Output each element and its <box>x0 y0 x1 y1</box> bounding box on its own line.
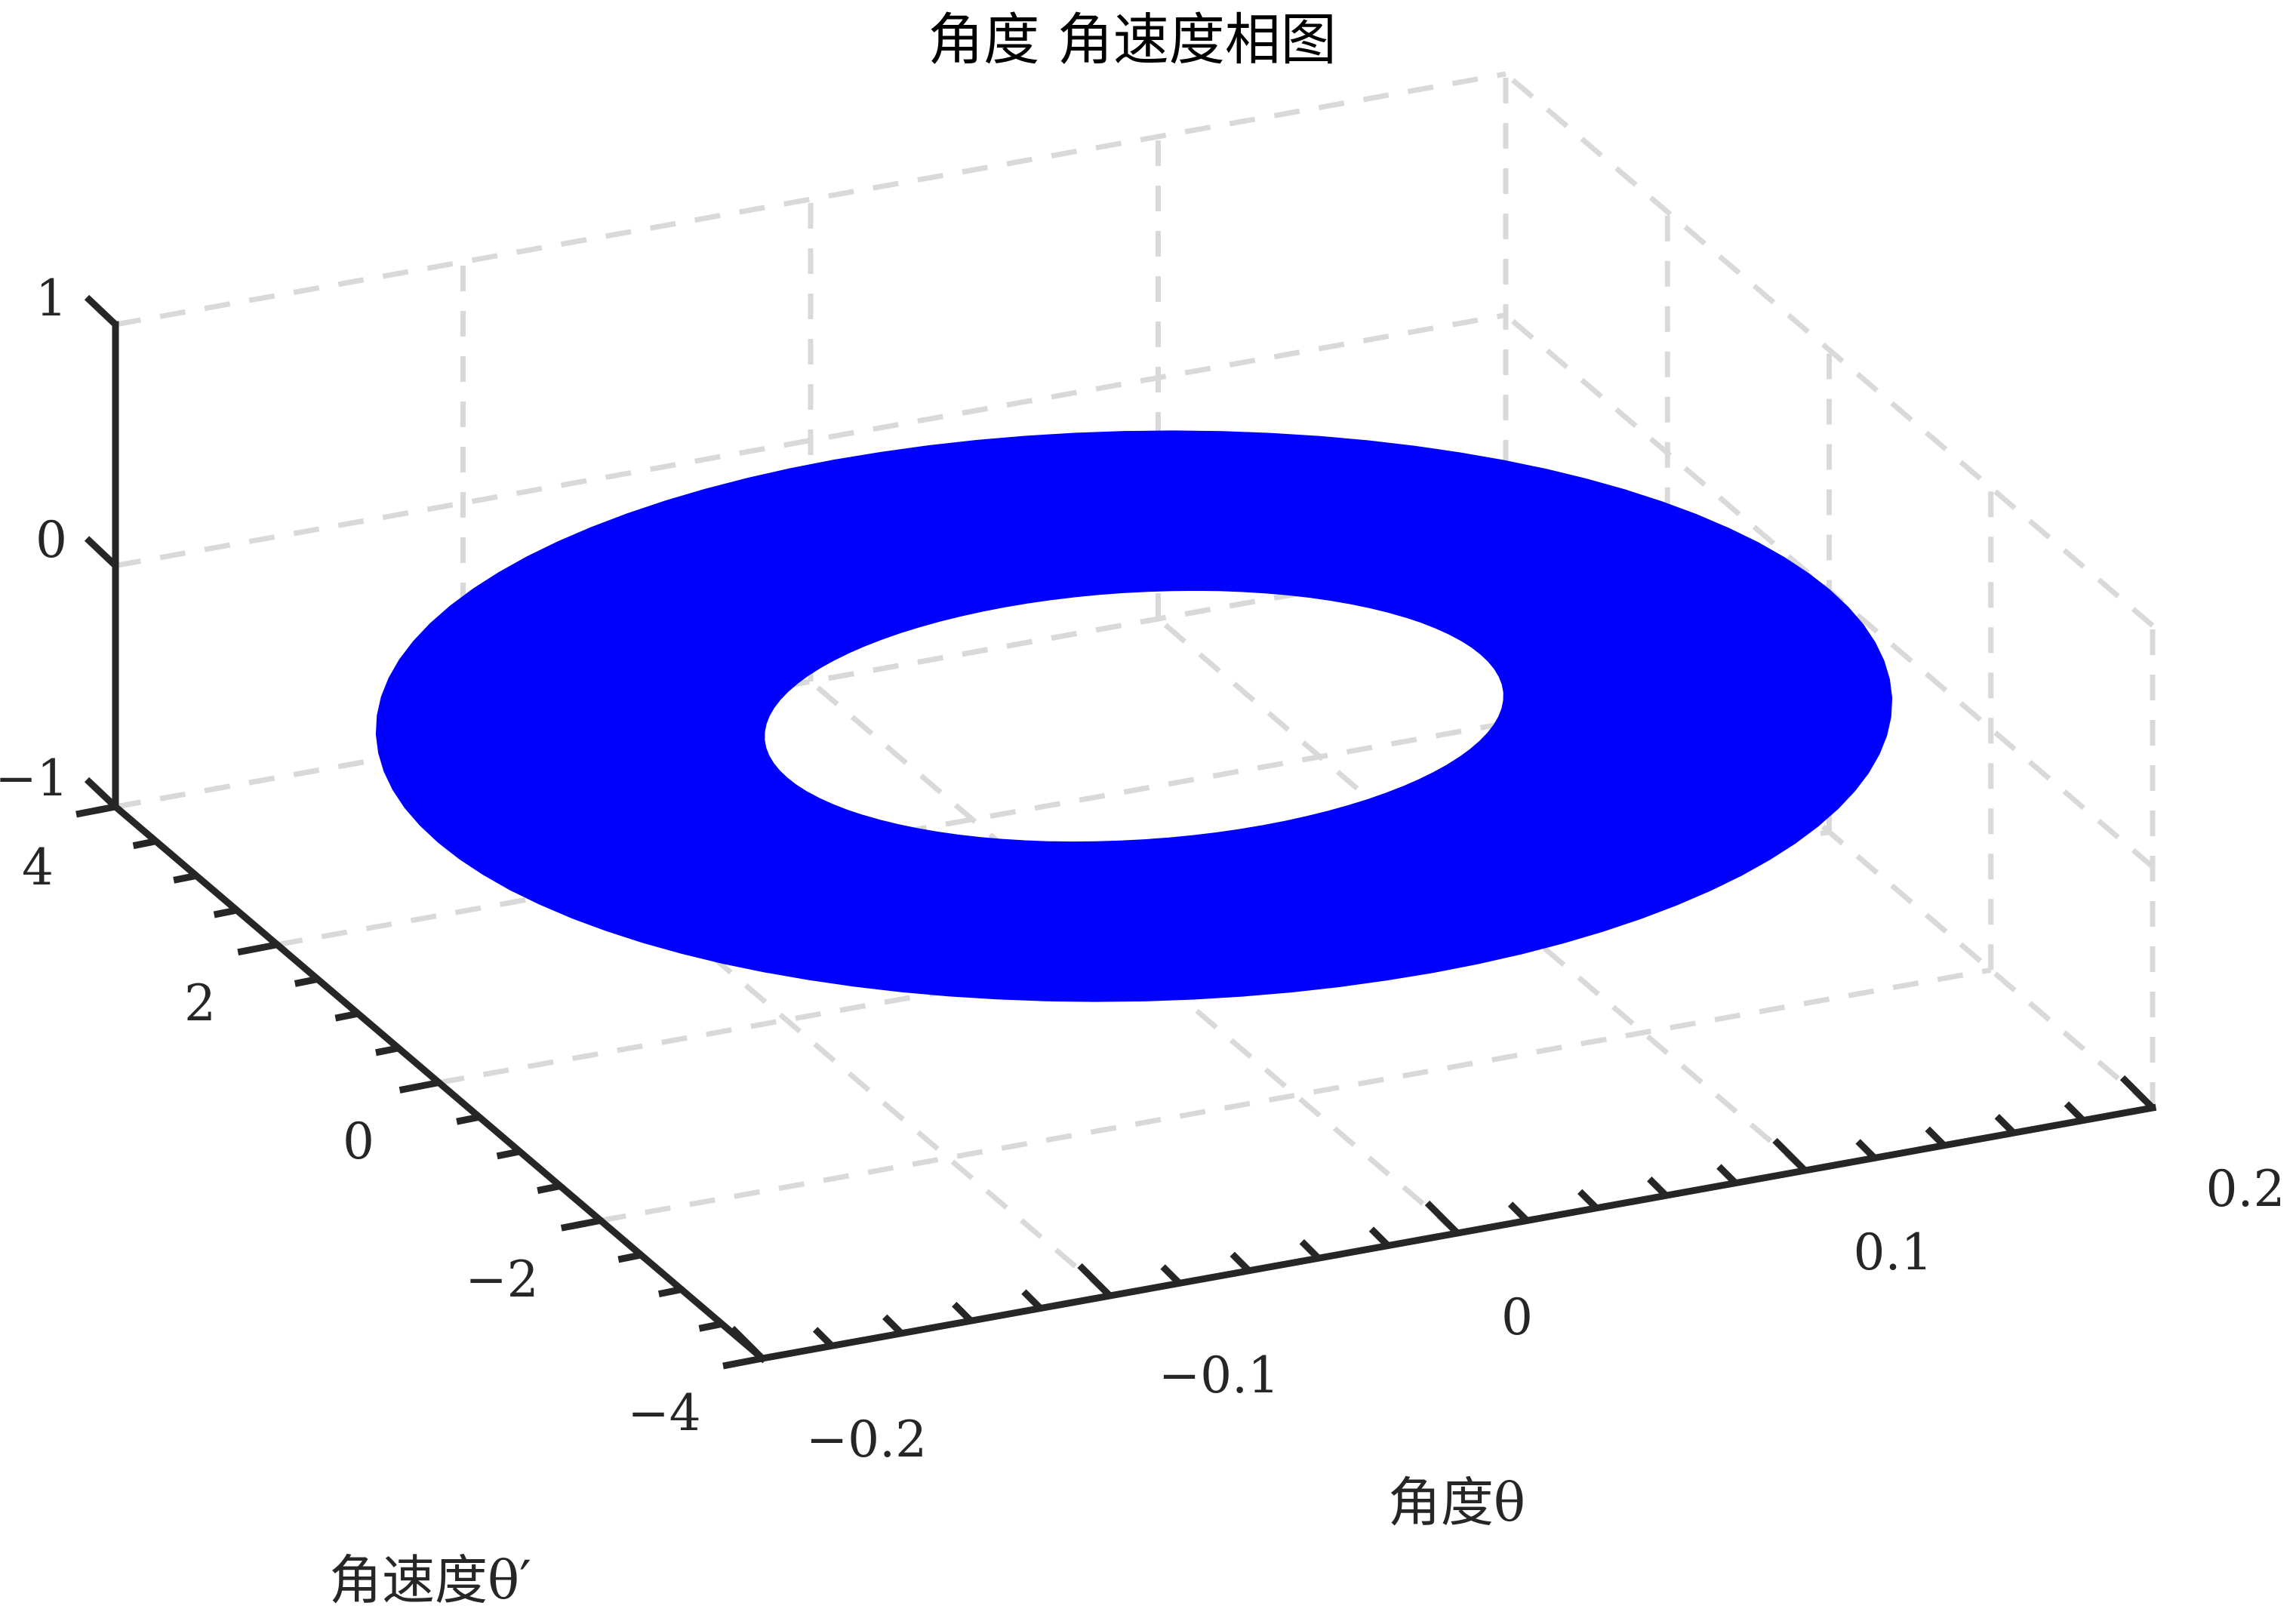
y-tick-major <box>560 1217 602 1232</box>
x-tick-minor <box>1855 1139 1877 1161</box>
x-tick-minor <box>1368 1226 1391 1248</box>
y-tick-minor <box>132 838 157 850</box>
x-tick-minor <box>882 1314 904 1336</box>
x-tick-major <box>2119 1075 2156 1111</box>
x-tick-minor <box>1647 1177 1669 1198</box>
x-tick-minor <box>1160 1264 1182 1286</box>
x-tick-label: 0.1 <box>1854 1223 1933 1281</box>
y-tick-minor <box>213 906 238 918</box>
y-tick-minor <box>537 1183 562 1194</box>
y-tick-label: −4 <box>627 1384 700 1442</box>
z-tick-major <box>84 294 118 328</box>
x-tick-label: 0 <box>1501 1288 1533 1346</box>
y-tick-major <box>75 803 116 818</box>
x-axis-label: 角度θ <box>1388 1472 1525 1533</box>
y-tick-minor <box>698 1320 723 1332</box>
x-tick-minor <box>1994 1114 2016 1136</box>
x-tick-minor <box>1021 1289 1043 1311</box>
grid-line-floor <box>461 742 1112 1298</box>
grid-line-floor <box>276 691 1668 948</box>
x-tick-minor <box>1299 1239 1321 1261</box>
y-tick-major <box>399 1079 440 1094</box>
y-tick-label: 2 <box>184 974 216 1032</box>
y-tick-labels: −4 −2 0 2 4 <box>22 838 701 1442</box>
y-tick-minor <box>334 1010 359 1022</box>
grid-line-side-wall <box>1503 72 2155 628</box>
x-tick-minor <box>2064 1101 2086 1123</box>
grid-line-floor <box>600 967 1992 1223</box>
x-tick-major <box>1077 1263 1113 1299</box>
z-tick-label: 1 <box>35 269 67 328</box>
x-tick-minor <box>1577 1189 1599 1210</box>
z-tick-label: −1 <box>0 749 69 807</box>
y-tick-label: 0 <box>343 1112 374 1170</box>
x-tick-major <box>729 1325 765 1361</box>
y-tick-minor <box>496 1148 521 1160</box>
y-axis-label: 角速度θ′ <box>329 1549 531 1611</box>
y-tick-label: −2 <box>465 1250 538 1309</box>
z-tick-major <box>84 777 118 810</box>
z-tick-label: 0 <box>35 511 67 569</box>
x-tick-minor <box>1507 1201 1530 1223</box>
chart-title: 角度 角速度相图 <box>928 8 1337 72</box>
annulus-surface <box>375 430 1893 1002</box>
grid-line-floor <box>438 829 1830 1085</box>
axes <box>75 294 2157 1370</box>
y-tick-minor <box>173 872 198 884</box>
z-tick-major <box>84 536 118 568</box>
x-tick-label: −0.1 <box>1159 1346 1279 1404</box>
annulus-series <box>375 430 1893 1002</box>
x-tick-minor <box>1925 1126 1947 1148</box>
grid-line-back-wall <box>115 71 1507 328</box>
x-tick-label: 0.2 <box>2206 1160 2285 1218</box>
y-tick-minor <box>375 1044 399 1057</box>
y-tick-major <box>722 1355 763 1370</box>
grid-line-back-wall <box>115 553 1507 810</box>
z-tick-labels: −1 0 1 <box>0 269 69 807</box>
y-tick-minor <box>456 1113 480 1125</box>
y-tick-label: 4 <box>22 838 54 897</box>
y-tick-minor <box>617 1251 642 1263</box>
x-tick-label: −0.2 <box>806 1410 927 1469</box>
grid-line-side-wall <box>1503 554 2155 1110</box>
y-tick-minor <box>657 1286 682 1298</box>
x-tick-minor <box>1230 1251 1251 1273</box>
x-tick-labels: −0.2 −0.1 0 0.1 0.2 <box>806 1160 2285 1469</box>
y-tick-major <box>237 941 279 956</box>
x-tick-minor <box>1716 1164 1738 1186</box>
x-tick-major <box>1424 1200 1460 1236</box>
y-tick-minor <box>294 976 319 987</box>
x-tick-minor <box>952 1302 974 1324</box>
grid-line-back-wall <box>115 312 1507 568</box>
x-tick-minor <box>812 1327 835 1349</box>
x-tick-major <box>1772 1137 1808 1174</box>
